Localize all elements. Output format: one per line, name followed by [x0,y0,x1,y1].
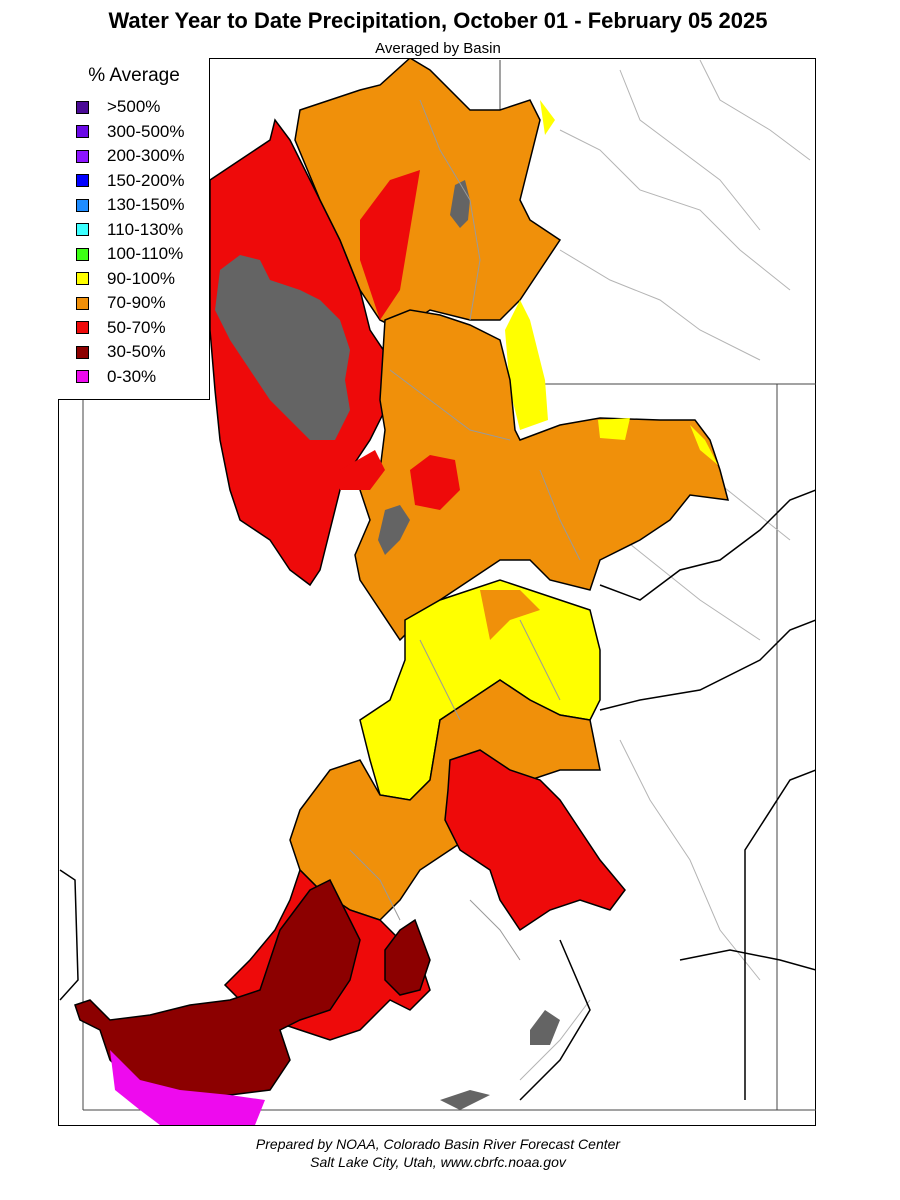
legend: % Average >500% 300-500% 200-300% 150-200% 1… [58,58,210,400]
region-outlines [59,489,816,1101]
legend-swatch [76,247,89,261]
legend-label: 70-90% [107,293,166,312]
legend-label: 100-110% [107,244,184,263]
legend-item: >500% [76,96,160,118]
legend-item: 100-110% [76,243,183,265]
legend-label: 110-130% [107,219,184,239]
legend-item: 150-200% [76,170,185,192]
legend-item: 30-50% [76,341,166,363]
footer-line-1: Prepared by NOAA, Colorado Basin River F… [255,1136,621,1152]
basin-red-patch-north [360,170,420,320]
basin-red-wasatch [340,450,385,490]
legend-label: 0-30% [107,366,157,386]
legend-item: 70-90% [76,292,166,314]
basin-yellow-north-fleck [540,100,555,135]
basin-red-southeast [444,749,626,932]
lakes [215,180,560,1110]
basin-magenta-southwest [110,1050,265,1125]
basin-darkred-east-spur [384,918,431,996]
basin-yellow-top-middle [598,418,630,440]
legend-label: 150-200% [107,170,185,190]
legend-swatch [76,100,89,114]
legend-swatch [76,125,89,138]
legend-item: 200-300% [76,145,185,167]
legend-label: 90-100% [107,268,176,288]
footer-line-2: Salt Lake City, Utah, www.cbrfc.noaa.gov [310,1154,566,1170]
basin-yellow-east-strip [505,300,548,430]
legend-swatch [76,198,89,212]
basin-map-svg [58,58,816,1126]
legend-label: 50-70% [107,317,166,337]
legend-swatch [76,296,89,310]
legend-swatch [76,174,89,187]
basin-yellow-east-corner [690,425,718,465]
legend-label: 200-300% [107,146,185,165]
legend-label: >500% [107,97,161,116]
legend-item: 110-130% [76,219,183,241]
legend-swatch [76,223,89,236]
legend-item: 90-100% [76,268,175,290]
legend-title: % Average [88,65,180,86]
precipitation-map [58,58,816,1126]
legend-swatch [76,345,89,359]
legend-label: 130-150% [107,195,185,214]
map-title: Water Year to Date Precipitation, Octobe… [108,8,768,33]
legend-item: 300-500% [76,121,185,143]
map-subtitle: Averaged by Basin [375,40,501,57]
legend-item: 0-30% [76,366,156,388]
basin-red-uinta [410,455,460,510]
legend-swatch [76,370,89,383]
basin-orange-inner-central [480,590,540,640]
legend-item: 50-70% [76,317,166,339]
basin-rivers [349,99,581,961]
legend-swatch [76,321,89,334]
legend-swatch [76,149,89,163]
legend-item: 130-150% [76,194,185,216]
legend-swatch [76,272,89,285]
legend-label: 300-500% [107,121,185,141]
legend-label: 30-50% [107,342,166,361]
